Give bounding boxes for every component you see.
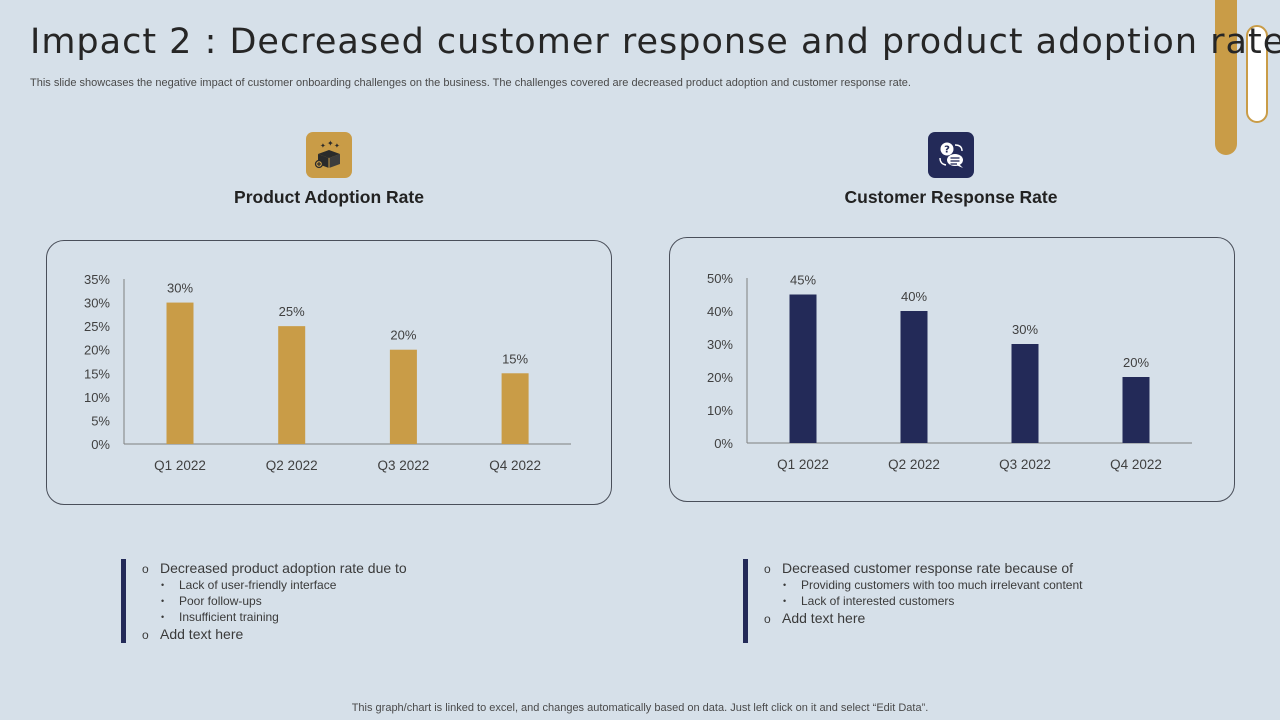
bar (278, 326, 306, 444)
bar (1122, 377, 1150, 443)
x-tick-label: Q1 2022 (777, 457, 829, 472)
notes-right-heading: Decreased customer response rate because… (762, 559, 1082, 578)
bar (166, 302, 194, 444)
x-tick-label: Q3 2022 (378, 458, 430, 473)
question-chat-icon: ? (928, 132, 974, 178)
deco-pill (1246, 25, 1268, 123)
y-tick-label: 0% (91, 437, 110, 452)
x-tick-label: Q1 2022 (154, 458, 206, 473)
page-title: Impact 2 : Decreased customer response a… (30, 22, 1280, 62)
page-subtitle: This slide showcases the negative impact… (30, 77, 911, 89)
response-chart-svg: 0% 10% 20% 30% 40% 50% 45% Q1 2022 40% Q2 2022 30%… (707, 271, 1192, 472)
svg-text:✦: ✦ (334, 142, 340, 150)
x-tick-label: Q4 2022 (1110, 457, 1162, 472)
svg-text:✦: ✦ (320, 142, 326, 150)
box-stars-icon: ✦ ✦ ✦ (306, 132, 352, 178)
data-label: 30% (167, 281, 193, 296)
x-tick-label: Q4 2022 (489, 458, 541, 473)
data-label: 20% (1123, 355, 1149, 370)
notes-left-bullet: Insufficient training (140, 609, 407, 625)
bar (900, 311, 928, 443)
chart-title-response: Customer Response Rate (844, 187, 1058, 207)
footer-note: This graph/chart is linked to excel, and… (351, 702, 929, 714)
x-tick-label: Q2 2022 (888, 457, 940, 472)
y-tick-label: 0% (714, 436, 733, 451)
x-tick-label: Q3 2022 (999, 457, 1051, 472)
y-tick-label: 10% (84, 390, 110, 405)
y-tick-label: 15% (84, 366, 110, 381)
y-tick-label: 30% (84, 296, 110, 311)
y-tick-label: 30% (707, 337, 733, 352)
data-label: 45% (790, 273, 816, 288)
y-tick-label: 40% (707, 304, 733, 319)
adoption-chart-svg: 0% 5% 10% 15% 20% 25% 30% 35% 30% Q1 2022 25% Q2 20… (84, 272, 571, 473)
svg-text:✦: ✦ (327, 139, 334, 148)
data-label: 25% (279, 304, 305, 319)
chart-title-adoption: Product Adoption Rate (234, 187, 424, 207)
response-chart[interactable]: 0% 10% 20% 30% 40% 50% 45% Q1 2022 40% Q2 2022 30%… (669, 237, 1235, 502)
y-tick-label: 20% (707, 370, 733, 385)
data-label: 40% (901, 289, 927, 304)
deco-bar (1215, 0, 1237, 155)
bar (1011, 344, 1039, 443)
notes-right-bullet: Providing customers with too much irrele… (762, 577, 1082, 593)
y-tick-label: 10% (707, 403, 733, 418)
y-tick-label: 5% (91, 413, 110, 428)
x-tick-label: Q2 2022 (266, 458, 318, 473)
bar (789, 294, 817, 443)
svg-text:?: ? (944, 145, 950, 156)
y-tick-label: 35% (84, 272, 110, 287)
notes-right: Decreased customer response rate because… (743, 559, 1082, 643)
y-tick-label: 50% (707, 271, 733, 286)
adoption-chart[interactable]: 0% 5% 10% 15% 20% 25% 30% 35% 30% Q1 2022 25% Q2 20… (46, 240, 612, 505)
notes-right-bullet: Lack of interested customers (762, 593, 1082, 609)
notes-left: Decreased product adoption rate due to L… (121, 559, 407, 644)
y-tick-label: 20% (84, 343, 110, 358)
data-label: 30% (1012, 322, 1038, 337)
notes-left-heading: Decreased product adoption rate due to (140, 559, 407, 578)
data-label: 20% (390, 328, 416, 343)
y-tick-label: 25% (84, 319, 110, 334)
bar (389, 349, 417, 444)
notes-left-add-text[interactable]: Add text here (140, 625, 407, 644)
bar (501, 373, 529, 444)
notes-right-add-text[interactable]: Add text here (762, 609, 1082, 628)
notes-left-bullet: Lack of user-friendly interface (140, 577, 407, 593)
notes-left-bullet: Poor follow-ups (140, 593, 407, 609)
data-label: 15% (502, 351, 528, 366)
